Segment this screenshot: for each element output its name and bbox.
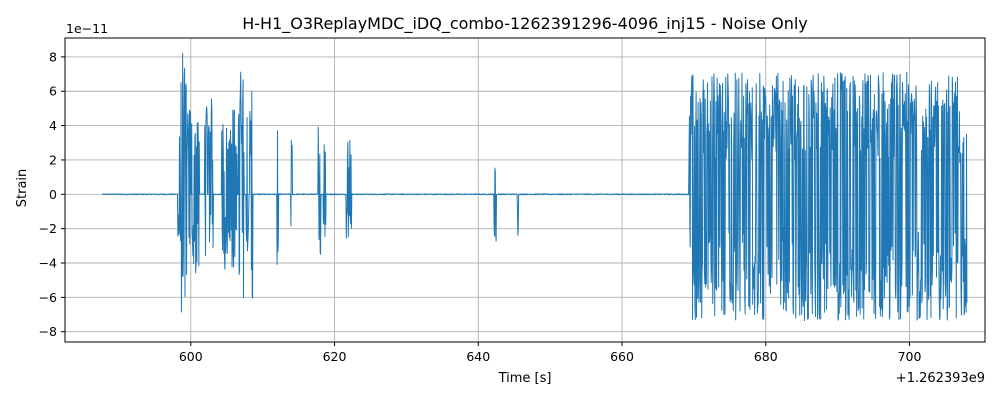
y-tick-label: −8	[39, 324, 57, 339]
y-tick-label: 2	[49, 152, 57, 167]
x-tick-label: 660	[610, 349, 634, 364]
y-tick-label: 4	[49, 118, 57, 133]
axis-ticks: 600 620 640 660 680 700 −8 −6 −4 −2 0 2 4 6 8	[39, 49, 922, 364]
y-tick-label: 0	[49, 187, 57, 202]
y-scale-label: 1e−11	[66, 21, 108, 36]
y-tick-label: −4	[39, 255, 57, 270]
x-tick-label: 700	[898, 349, 922, 364]
x-axis-label: Time [s]	[498, 371, 552, 386]
x-offset-label: +1.262393e9	[896, 371, 985, 386]
y-tick-label: −2	[39, 221, 57, 236]
x-tick-label: 680	[754, 349, 778, 364]
y-axis-label: Strain	[15, 169, 30, 208]
chart-title: H-H1_O3ReplayMDC_iDQ_combo-1262391296-40…	[242, 14, 808, 34]
strain-line	[102, 53, 968, 322]
x-tick-label: 620	[323, 349, 347, 364]
y-tick-label: 6	[49, 84, 57, 99]
y-tick-label: 8	[49, 49, 57, 64]
x-tick-label: 600	[179, 349, 203, 364]
plot-frame	[64, 37, 986, 343]
x-tick-label: 640	[466, 349, 490, 364]
series-strain	[102, 53, 968, 322]
y-tick-label: −6	[39, 290, 57, 305]
